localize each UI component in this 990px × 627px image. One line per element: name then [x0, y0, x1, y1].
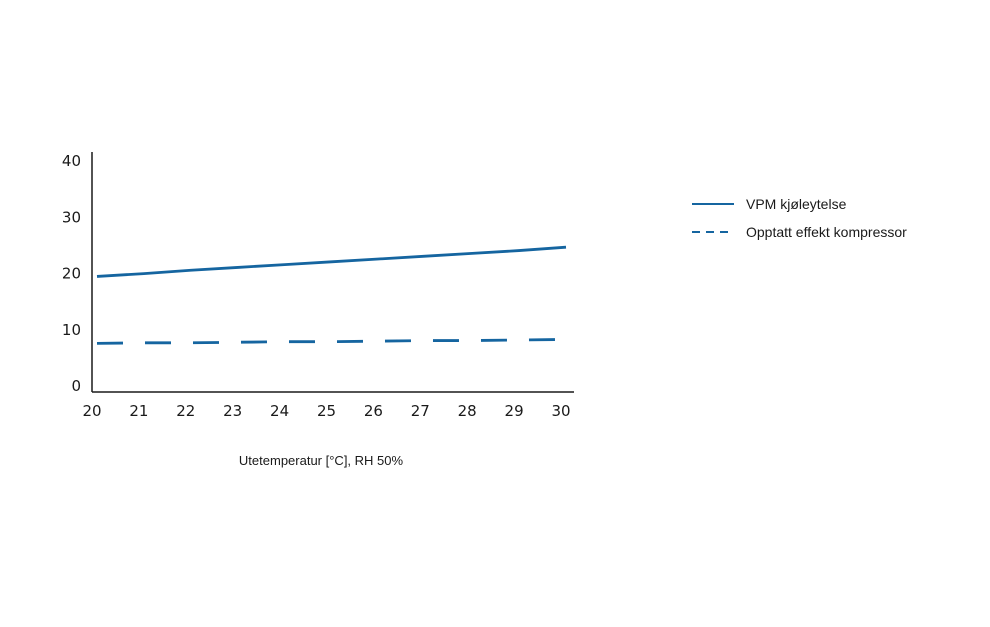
series-line-2: [96, 338, 567, 345]
y-tick-label: 10: [62, 321, 81, 339]
x-tick-label: 30: [551, 402, 570, 420]
x-tick-labels: 20 21 22 23 24 25 26 27 28 29 30: [82, 402, 570, 420]
legend: VPM kjøleytelse Opptatt effekt kompressor: [692, 196, 907, 240]
x-tick-label: 21: [129, 402, 148, 420]
x-tick-label: 22: [176, 402, 195, 420]
x-tick-label: 24: [270, 402, 289, 420]
x-tick-label: 26: [364, 402, 383, 420]
x-tick-label: 25: [317, 402, 336, 420]
x-tick-label: 29: [505, 402, 524, 420]
series-line-1: [96, 245, 567, 278]
x-tick-label: 27: [411, 402, 430, 420]
y-tick-labels: 0 10 20 30 40: [62, 152, 81, 395]
legend-label-2: Opptatt effekt kompressor: [746, 224, 907, 240]
x-tick-label: 28: [458, 402, 477, 420]
x-axis-title: Utetemperatur [°C], RH 50%: [239, 453, 404, 468]
y-tick-label: 30: [62, 208, 81, 226]
legend-label-1: VPM kjøleytelse: [746, 196, 847, 212]
x-tick-label: 20: [82, 402, 101, 420]
x-tick-label: 23: [223, 402, 242, 420]
y-tick-label: 40: [62, 152, 81, 170]
y-tick-label: 0: [71, 377, 81, 395]
y-tick-label: 20: [62, 265, 81, 283]
axes: [91, 152, 574, 393]
series-lines: [96, 245, 567, 345]
